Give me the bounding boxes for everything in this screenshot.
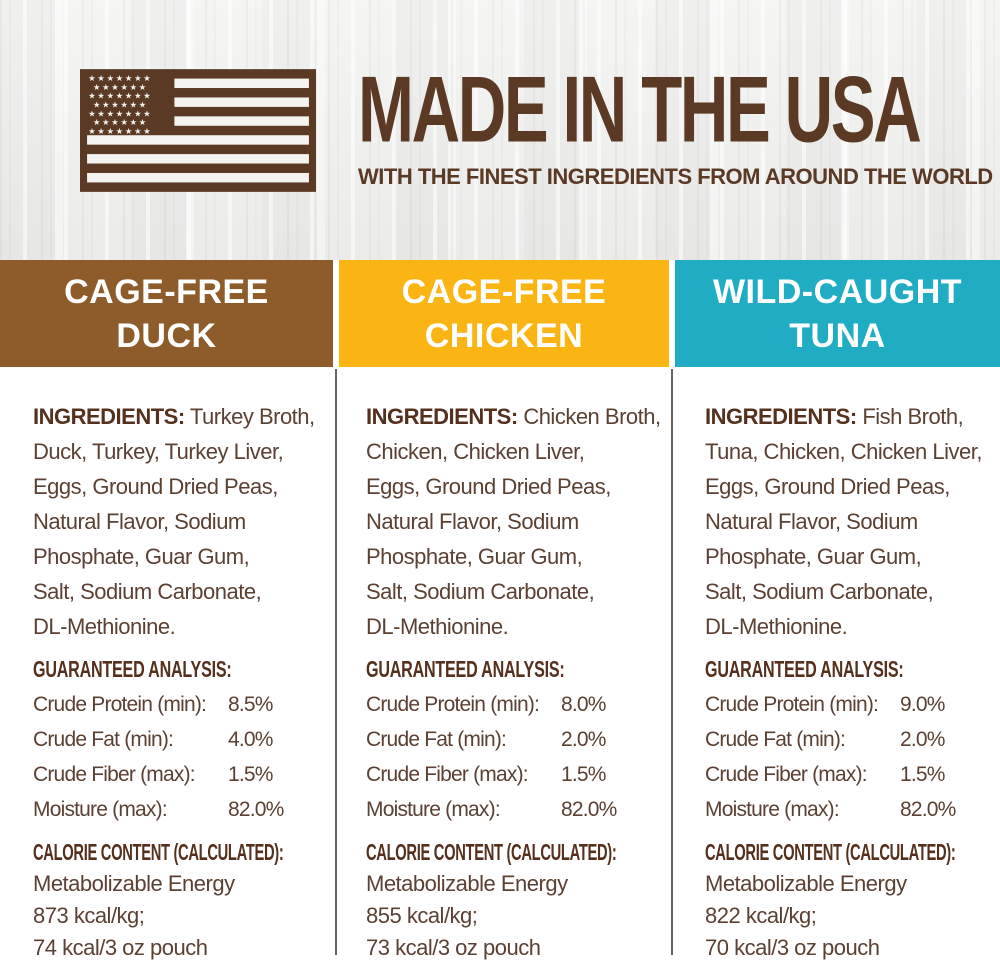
ingredients-label: INGREDIENTS: — [705, 404, 857, 429]
analysis-row: Crude Fat (min): 2.0% — [705, 722, 994, 757]
column-title-tuna: WILD-CAUGHT TUNA — [712, 272, 963, 355]
banner-text-block: MADE IN THE USA WITH THE FINEST INGREDIE… — [358, 62, 1000, 190]
analysis-label: Crude Fiber (max): — [705, 763, 868, 786]
analysis-row: Crude Fiber (max): 1.5% — [366, 757, 661, 792]
analysis-label: Crude Protein (min): — [33, 693, 207, 716]
column-details-duck: INGREDIENTS: Turkey Broth, Duck, Turkey,… — [0, 367, 333, 964]
analysis-value: 8.5% — [228, 693, 273, 716]
ingredients-text: Chicken Broth, Chicken, Chicken Liver, E… — [366, 404, 661, 639]
analysis-label: Moisture (max): — [705, 798, 840, 821]
analysis-row: Moisture (max): 82.0% — [366, 792, 661, 827]
analysis-value: 82.0% — [900, 798, 956, 821]
column-details-tuna: INGREDIENTS: Fish Broth, Tuna, Chicken, … — [675, 367, 1000, 964]
flavor-details-row: INGREDIENTS: Turkey Broth, Duck, Turkey,… — [0, 367, 1000, 962]
analysis-value: 2.0% — [561, 728, 606, 751]
analysis-label: Moisture (max): — [33, 798, 168, 821]
calorie-content-heading: CALORIE CONTENT (CALCULATED): — [33, 839, 284, 865]
analysis-label: Moisture (max): — [366, 798, 501, 821]
column-title-duck: CAGE-FREE DUCK — [64, 272, 269, 355]
svg-text:★★★★★★★: ★★★★★★★ — [88, 108, 152, 118]
calorie-content-block: CALORIE CONTENT (CALCULATED): Metabolizab… — [705, 836, 994, 964]
column-header-tuna: WILD-CAUGHT TUNA — [675, 260, 1000, 367]
analysis-label: Crude Fiber (max): — [33, 763, 196, 786]
analysis-label: Crude Fat (min): — [705, 728, 846, 751]
svg-text:★★★★★★: ★★★★★★ — [93, 117, 148, 127]
calorie-content-block: CALORIE CONTENT (CALCULATED): Metabolizab… — [366, 836, 661, 964]
analysis-row: Moisture (max): 82.0% — [33, 792, 325, 827]
ingredients-text: Fish Broth, Tuna, Chicken, Chicken Liver… — [705, 404, 982, 639]
svg-text:★★★★★★★: ★★★★★★★ — [88, 126, 152, 136]
ingredients-label: INGREDIENTS: — [366, 404, 518, 429]
svg-text:★★★★★★: ★★★★★★ — [93, 99, 148, 109]
analysis-value: 9.0% — [900, 693, 945, 716]
analysis-label: Crude Fat (min): — [366, 728, 507, 751]
flavor-header-row: CAGE-FREE DUCK CAGE-FREE CHICKEN WILD-CA… — [0, 260, 1000, 367]
made-in-usa-banner: ★★★★★★★ ★★★★★★ ★★★★★★★ ★★★★★★ ★★★★★★★ ★★… — [0, 0, 1000, 260]
guaranteed-analysis-heading: GUARANTEED ANALYSIS: — [705, 656, 904, 682]
us-flag-icon: ★★★★★★★ ★★★★★★ ★★★★★★★ ★★★★★★ ★★★★★★★ ★★… — [80, 68, 316, 192]
column-divider — [335, 369, 337, 955]
analysis-value: 8.0% — [561, 693, 606, 716]
calorie-content-heading: CALORIE CONTENT (CALCULATED): — [705, 839, 956, 865]
analysis-row: Crude Protein (min): 8.0% — [366, 687, 661, 722]
analysis-value: 4.0% — [228, 728, 273, 751]
guaranteed-analysis-heading: GUARANTEED ANALYSIS: — [366, 656, 565, 682]
ingredients-paragraph: INGREDIENTS: Turkey Broth, Duck, Turkey,… — [33, 399, 325, 644]
column-header-chicken: CAGE-FREE CHICKEN — [339, 260, 669, 367]
analysis-value: 82.0% — [561, 798, 617, 821]
ingredients-text: Turkey Broth, Duck, Turkey, Turkey Liver… — [33, 404, 315, 639]
guaranteed-analysis-heading: GUARANTEED ANALYSIS: — [33, 656, 232, 682]
analysis-value: 1.5% — [561, 763, 606, 786]
analysis-row: Moisture (max): 82.0% — [705, 792, 994, 827]
analysis-label: Crude Protein (min): — [366, 693, 540, 716]
ingredients-paragraph: INGREDIENTS: Fish Broth, Tuna, Chicken, … — [705, 399, 994, 644]
ingredients-paragraph: INGREDIENTS: Chicken Broth, Chicken, Chi… — [366, 399, 661, 644]
page-title: MADE IN THE USA — [358, 56, 922, 162]
svg-text:★★★★★★★: ★★★★★★★ — [88, 72, 152, 82]
analysis-label: Crude Fat (min): — [33, 728, 174, 751]
analysis-row: Crude Fiber (max): 1.5% — [33, 757, 325, 792]
analysis-value: 1.5% — [900, 763, 945, 786]
analysis-row: Crude Fat (min): 2.0% — [366, 722, 661, 757]
ingredients-label: INGREDIENTS: — [33, 404, 185, 429]
analysis-label: Crude Fiber (max): — [366, 763, 529, 786]
analysis-row: Crude Protein (min): 8.5% — [33, 687, 325, 722]
calorie-content-heading: CALORIE CONTENT (CALCULATED): — [366, 839, 617, 865]
analysis-value: 1.5% — [228, 763, 273, 786]
column-title-chicken: CAGE-FREE CHICKEN — [401, 272, 607, 355]
column-header-duck: CAGE-FREE DUCK — [0, 260, 333, 367]
svg-text:★★★★★★: ★★★★★★ — [93, 81, 148, 91]
analysis-value: 82.0% — [228, 798, 284, 821]
svg-text:★★★★★★★: ★★★★★★★ — [88, 90, 152, 100]
analysis-label: Crude Protein (min): — [705, 693, 879, 716]
analysis-value: 2.0% — [900, 728, 945, 751]
analysis-row: Crude Fat (min): 4.0% — [33, 722, 325, 757]
calorie-content-text: Metabolizable Energy 873 kcal/kg; 74 kca… — [33, 871, 235, 960]
column-divider — [671, 369, 673, 955]
calorie-content-text: Metabolizable Energy 855 kcal/kg; 73 kca… — [366, 871, 568, 960]
analysis-row: Crude Fiber (max): 1.5% — [705, 757, 994, 792]
column-details-chicken: INGREDIENTS: Chicken Broth, Chicken, Chi… — [339, 367, 669, 964]
calorie-content-block: CALORIE CONTENT (CALCULATED): Metabolizab… — [33, 836, 325, 964]
analysis-row: Crude Protein (min): 9.0% — [705, 687, 994, 722]
banner-subtitle: WITH THE FINEST INGREDIENTS FROM AROUND … — [358, 163, 993, 189]
calorie-content-text: Metabolizable Energy 822 kcal/kg; 70 kca… — [705, 871, 907, 960]
